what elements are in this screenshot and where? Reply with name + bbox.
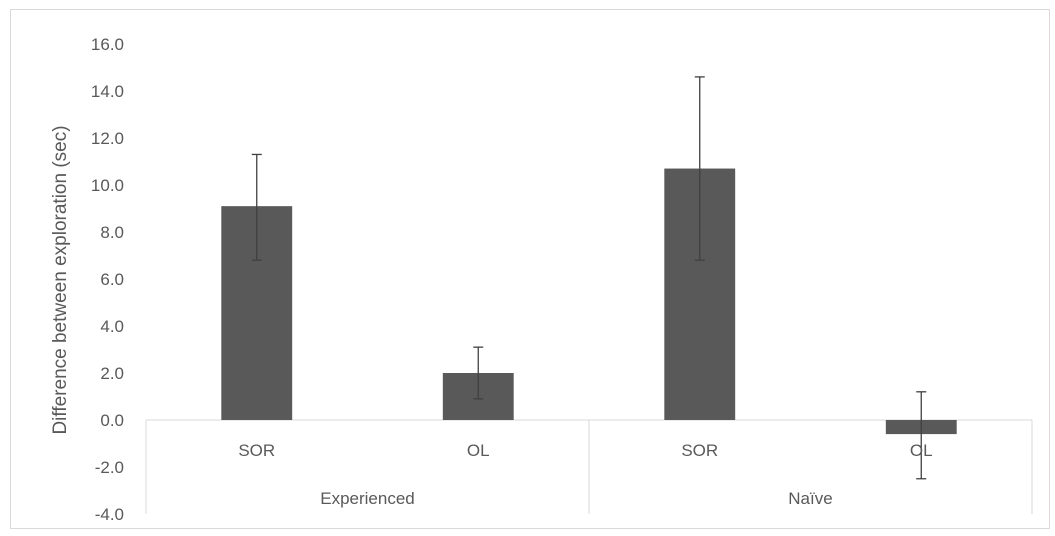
- y-tick-label-1: -2.0: [95, 458, 124, 477]
- y-tick-label-0: -4.0: [95, 505, 124, 524]
- category-label-1: OL: [467, 441, 490, 460]
- y-axis-title: Difference between exploration (sec): [50, 125, 71, 434]
- y-tick-label-7: 10.0: [91, 176, 124, 195]
- y-tick-label-6: 8.0: [100, 223, 124, 242]
- group-label-1: Naïve: [788, 489, 832, 508]
- y-tick-label-10: 16.0: [91, 35, 124, 54]
- y-tick-label-8: 12.0: [91, 129, 124, 148]
- y-tick-label-3: 2.0: [100, 364, 124, 383]
- y-tick-label-9: 14.0: [91, 82, 124, 101]
- y-tick-label-5: 6.0: [100, 270, 124, 289]
- group-label-0: Experienced: [320, 489, 415, 508]
- y-tick-label-4: 4.0: [100, 317, 124, 336]
- category-label-3: OL: [910, 441, 933, 460]
- category-label-2: SOR: [681, 441, 718, 460]
- category-label-0: SOR: [238, 441, 275, 460]
- chart-frame: [10, 9, 1050, 529]
- y-tick-label-2: 0.0: [100, 411, 124, 430]
